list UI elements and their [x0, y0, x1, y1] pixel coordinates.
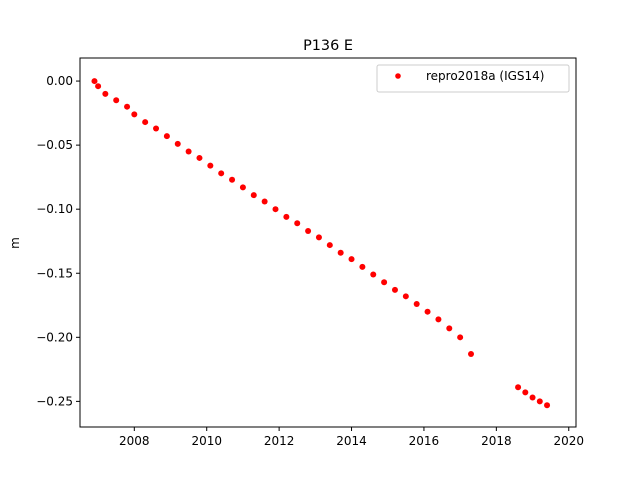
data-points [91, 78, 551, 409]
data-point [142, 119, 149, 126]
x-tick-label: 2020 [553, 434, 584, 448]
y-axis: 0.00 −0.05 −0.10 −0.15 −0.20 −0.25 [36, 74, 80, 408]
legend-box [376, 64, 570, 93]
data-point [294, 220, 301, 227]
x-tick-label: 2016 [409, 434, 440, 448]
data-point [163, 133, 170, 140]
data-point [196, 154, 203, 161]
data-point [113, 97, 120, 104]
data-point [207, 162, 214, 169]
data-point [131, 111, 138, 118]
data-point [529, 394, 536, 401]
data-point [283, 213, 290, 220]
data-point [435, 316, 442, 323]
y-axis-label: m [8, 237, 22, 249]
data-point [95, 83, 102, 90]
y-tick-label: −0.25 [36, 394, 73, 408]
data-point [424, 308, 431, 315]
data-point [515, 384, 522, 391]
data-point [272, 206, 279, 213]
x-tick-label: 2010 [191, 434, 222, 448]
data-point [102, 90, 109, 97]
data-point [468, 350, 475, 357]
legend-label: repro2018a (IGS14) [426, 69, 544, 83]
data-point [381, 279, 388, 286]
x-tick-label: 2008 [119, 434, 150, 448]
data-point [326, 242, 333, 249]
data-point [522, 389, 529, 396]
data-point [536, 398, 543, 405]
data-point [124, 103, 131, 110]
x-axis: 2008 2010 2012 2014 2016 2018 2020 [119, 427, 584, 448]
legend: repro2018a (IGS14) [376, 64, 570, 93]
data-point [359, 263, 366, 270]
data-point [153, 125, 160, 132]
y-tick-label: −0.05 [36, 138, 73, 152]
legend-marker [395, 73, 401, 79]
data-point [457, 334, 464, 341]
data-point [218, 170, 225, 177]
data-point [413, 301, 420, 307]
data-point [315, 234, 322, 241]
plot-frame [79, 57, 577, 428]
data-point [229, 176, 236, 183]
data-point [185, 148, 192, 155]
data-point [544, 402, 551, 409]
chart-title: P136 E [303, 38, 353, 54]
y-tick-label: −0.10 [36, 202, 73, 216]
x-tick-label: 2012 [264, 434, 295, 448]
data-point [337, 249, 344, 256]
x-tick-label: 2014 [336, 434, 367, 448]
data-point [402, 293, 409, 300]
data-point [305, 227, 312, 234]
data-point [370, 271, 377, 278]
y-tick-label: −0.15 [36, 266, 73, 280]
y-tick-label: 0.00 [46, 74, 73, 88]
data-point [348, 256, 355, 263]
data-point [174, 140, 181, 147]
x-tick-label: 2018 [481, 434, 512, 448]
data-point [446, 325, 453, 332]
data-point [391, 286, 398, 293]
data-point [261, 198, 268, 205]
data-point [91, 78, 98, 85]
data-point [250, 192, 257, 199]
data-point [239, 184, 246, 191]
y-tick-label: −0.20 [36, 330, 73, 344]
